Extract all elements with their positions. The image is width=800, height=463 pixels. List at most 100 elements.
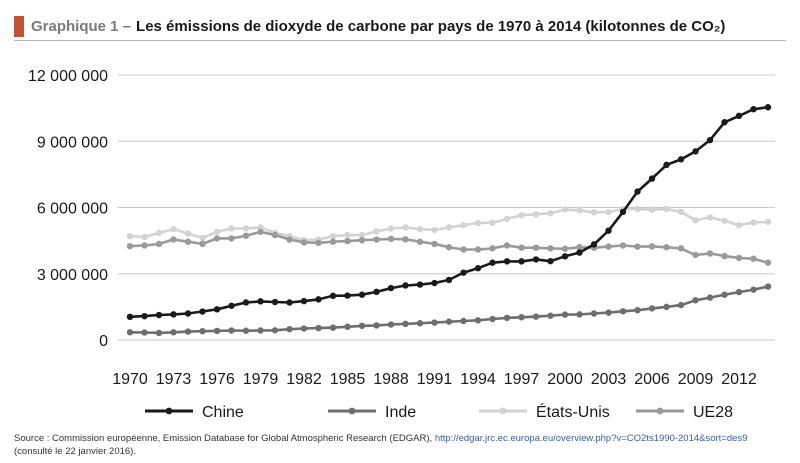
source-note: Source : Commission européenne, Emission… <box>14 432 790 458</box>
data-point-chine <box>315 296 322 303</box>
data-point-chine <box>199 308 206 315</box>
source-consulted: (consulté le 22 janvier 2016). <box>14 446 136 457</box>
data-point-etats-unis <box>460 221 467 229</box>
data-point-inde <box>706 294 714 301</box>
data-point-chine <box>590 241 598 248</box>
data-point-chine <box>170 311 177 318</box>
data-point-chine <box>677 156 685 163</box>
data-point-chine <box>329 292 337 300</box>
source-link[interactable]: http://edgar.jrc.ec.europa.eu/overview.p… <box>434 433 748 444</box>
series-line-inde <box>129 285 769 335</box>
data-point-chine <box>387 284 395 292</box>
x-tick-label: 1970 <box>112 371 148 388</box>
data-point-inde <box>155 329 163 337</box>
legend-marker-etats-unis <box>499 407 507 415</box>
data-point-chine <box>257 298 264 305</box>
data-point-chine <box>619 208 627 216</box>
data-point-etats-unis <box>344 231 351 239</box>
data-point-ue28 <box>692 251 699 259</box>
legend-label-chine: Chine <box>202 404 244 421</box>
data-point-inde <box>532 313 540 320</box>
data-point-chine <box>300 297 308 305</box>
data-point-chine <box>213 306 221 313</box>
data-point-inde <box>329 324 337 331</box>
data-point-ue28 <box>532 244 540 251</box>
data-point-chine <box>735 112 743 120</box>
data-point-inde <box>547 312 554 319</box>
data-point-ue28 <box>474 246 482 253</box>
data-point-etats-unis <box>721 217 728 224</box>
data-point-etats-unis <box>634 205 641 213</box>
legend-marker-chine <box>165 407 173 415</box>
x-tick-label: 2009 <box>678 371 714 388</box>
data-point-ue28 <box>648 243 656 250</box>
data-point-etats-unis <box>141 233 148 241</box>
data-point-etats-unis <box>576 207 583 214</box>
y-tick-label: 6 000 000 <box>37 201 108 218</box>
data-point-chine <box>474 265 482 272</box>
data-point-etats-unis <box>416 225 424 233</box>
data-point-chine <box>532 256 540 263</box>
data-point-ue28 <box>547 245 554 252</box>
data-point-inde <box>431 319 438 326</box>
data-point-inde <box>213 327 221 335</box>
data-point-etats-unis <box>590 209 598 216</box>
data-point-inde <box>228 327 235 334</box>
data-point-ue28 <box>619 242 627 249</box>
data-point-inde <box>170 329 177 336</box>
data-point-ue28 <box>271 231 279 239</box>
data-point-chine <box>663 161 670 169</box>
data-point-inde <box>677 301 685 309</box>
data-point-etats-unis <box>706 214 714 221</box>
data-point-inde <box>489 315 496 323</box>
legend-marker-inde <box>348 407 356 415</box>
data-point-ue28 <box>764 259 772 266</box>
data-point-inde <box>503 314 511 322</box>
x-tick-label: 2003 <box>591 371 627 388</box>
data-point-chine <box>460 269 467 276</box>
data-point-etats-unis <box>184 230 192 237</box>
title-marker <box>14 15 24 37</box>
data-point-ue28 <box>199 240 206 248</box>
data-point-chine <box>344 292 351 299</box>
data-point-etats-unis <box>199 234 206 242</box>
data-point-inde <box>474 317 482 324</box>
data-point-chine <box>547 257 554 265</box>
data-point-ue28 <box>721 252 728 260</box>
data-point-chine <box>605 227 612 234</box>
data-point-inde <box>242 327 250 334</box>
data-point-ue28 <box>286 236 293 243</box>
legend-label-inde: Inde <box>385 404 416 421</box>
data-point-etats-unis <box>242 225 250 232</box>
data-point-inde <box>605 309 612 316</box>
data-point-ue28 <box>634 243 641 250</box>
data-point-chine <box>706 136 714 144</box>
data-point-ue28 <box>518 244 525 251</box>
data-point-chine <box>764 104 772 111</box>
data-point-etats-unis <box>445 224 453 231</box>
data-point-ue28 <box>300 239 308 246</box>
data-point-inde <box>387 321 395 328</box>
data-point-ue28 <box>576 244 583 251</box>
x-tick-label: 1988 <box>373 371 409 388</box>
data-point-inde <box>750 286 757 293</box>
data-point-inde <box>735 288 743 296</box>
data-point-inde <box>300 325 308 332</box>
data-point-chine <box>648 175 656 182</box>
data-point-chine <box>445 276 453 284</box>
title-divider <box>14 40 786 41</box>
data-point-etats-unis <box>228 225 235 232</box>
data-point-inde <box>445 318 453 325</box>
data-point-etats-unis <box>387 225 395 232</box>
data-point-chine <box>721 119 728 126</box>
data-point-chine <box>373 288 380 296</box>
legend-label-etats-unis: États-Unis <box>536 402 610 421</box>
data-point-chine <box>416 281 424 288</box>
data-point-inde <box>344 323 351 330</box>
y-tick-label: 3 000 000 <box>37 267 108 284</box>
data-point-etats-unis <box>170 225 177 233</box>
data-point-chine <box>286 299 293 306</box>
chart-title: Graphique 1 – Les émissions de dioxyde d… <box>14 15 725 37</box>
data-point-chine <box>576 249 583 256</box>
